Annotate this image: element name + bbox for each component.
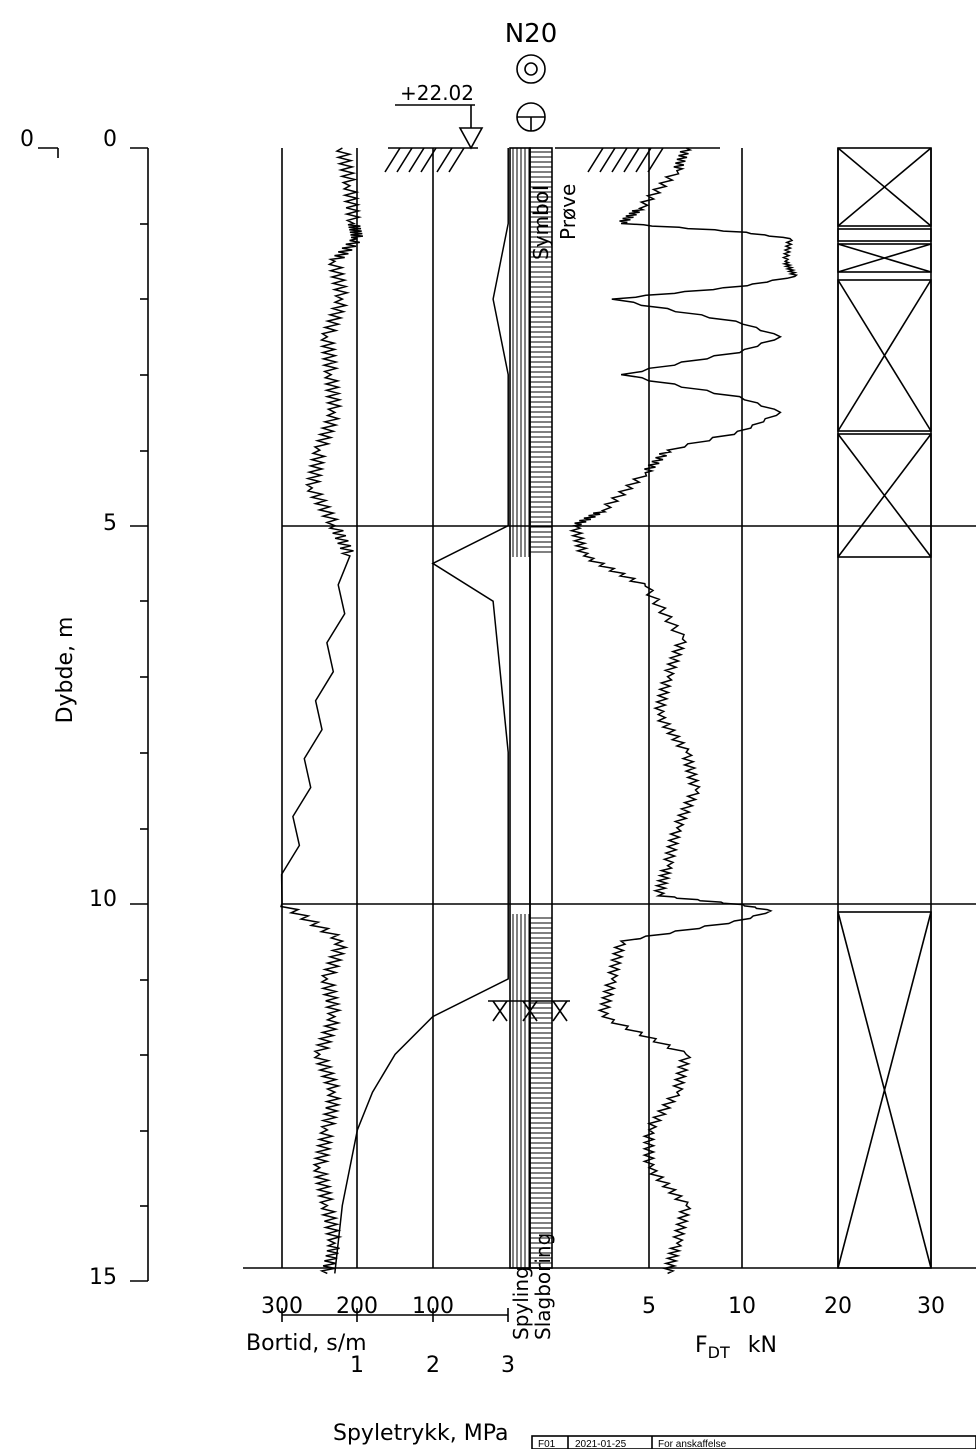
borehole-id: N20 [505,19,558,49]
bortid-tick-300: 300 [261,1294,303,1319]
spyling-label: Spyling [509,1266,533,1340]
depth-tick-5: 5 [103,511,117,536]
fdt-tick-10: 10 [728,1294,756,1319]
revision-date: 2021-01-25 [575,1439,627,1449]
spyletrykk-tick-1: 1 [350,1353,364,1378]
depth-tick-10: 10 [89,887,117,912]
fdt-tick-20: 20 [824,1294,852,1319]
elevation-label: +22.02 [400,81,474,105]
prove-label: Prøve [556,184,580,240]
depth-axis-label: Dybde, m [53,617,78,724]
revision-text: For anskaffelse [658,1439,727,1449]
fdt-tick-30: 30 [917,1294,945,1319]
spyletrykk-axis-label: Spyletrykk, MPa [333,1421,509,1446]
fdt-tick-5: 5 [642,1294,656,1319]
slagboring-label: Slagboring [531,1233,555,1340]
spyletrykk-curve [334,148,509,1274]
spyletrykk-tick-2: 2 [426,1353,440,1378]
bortid-tick-100: 100 [412,1294,454,1319]
depth-tick-0: 0 [103,127,117,152]
depth-tick-15: 15 [89,1265,117,1290]
bortid-axis-label: Bortid, s/m [246,1331,367,1356]
fdt-axis-label: FDT kN [695,1333,777,1362]
revision-code: F01 [538,1439,556,1449]
bortid-tick-200: 200 [336,1294,378,1319]
bortid-curve [280,147,363,1275]
fdt-curve [568,147,799,1275]
spyletrykk-tick-3: 3 [501,1353,515,1378]
left-zero-label: 0 [20,127,34,152]
symbol-label: Symbol [529,185,553,260]
